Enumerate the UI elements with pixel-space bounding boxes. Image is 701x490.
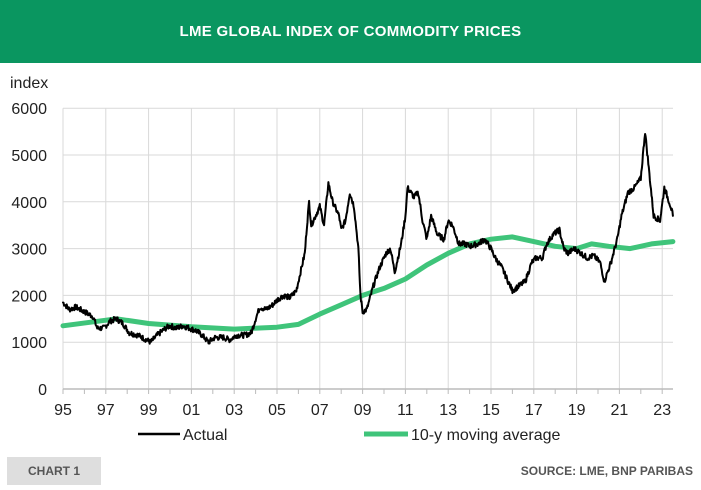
x-tick-label: 99 (140, 402, 158, 419)
y-axis-label: index (10, 75, 48, 92)
y-tick-label: 4000 (11, 195, 47, 212)
x-tick-label: 03 (225, 402, 243, 419)
x-tick-label: 15 (482, 402, 500, 419)
moving-average-series-line (60, 234, 676, 332)
legend-moving-average-label: 10-y moving average (411, 427, 561, 444)
legend-actual-label: Actual (183, 427, 227, 444)
chart-number-label: CHART 1 (7, 457, 101, 485)
x-tick-label: 05 (268, 402, 286, 419)
x-tick-label: 01 (183, 402, 201, 419)
x-tick-label: 09 (354, 402, 372, 419)
x-tick-label: 17 (525, 402, 543, 419)
x-tick-label: 95 (54, 402, 72, 419)
x-tick-label: 19 (568, 402, 586, 419)
x-tick-label: 07 (311, 402, 329, 419)
y-tick-label: 5000 (11, 148, 47, 165)
y-tick-label: 2000 (11, 288, 47, 305)
line-chart: 0 1000 2000 3000 4000 5000 6000 index 95 97 99 01 03… (10, 75, 676, 444)
chart-title: LME GLOBAL INDEX OF COMMODITY PRICES (0, 0, 701, 63)
x-tick-label: 23 (653, 402, 671, 419)
x-tick-label: 13 (439, 402, 457, 419)
y-tick-label: 1000 (11, 335, 47, 352)
y-tick-label: 3000 (11, 242, 47, 259)
actual-series-line (62, 133, 674, 345)
x-tick-label: 11 (397, 402, 414, 419)
y-tick-label: 0 (38, 382, 47, 399)
x-tick-label: 21 (611, 402, 629, 419)
x-tick-label: 97 (97, 402, 115, 419)
source-note: SOURCE: LME, BNP PARIBAS (520, 464, 693, 478)
y-tick-label: 6000 (11, 101, 47, 118)
